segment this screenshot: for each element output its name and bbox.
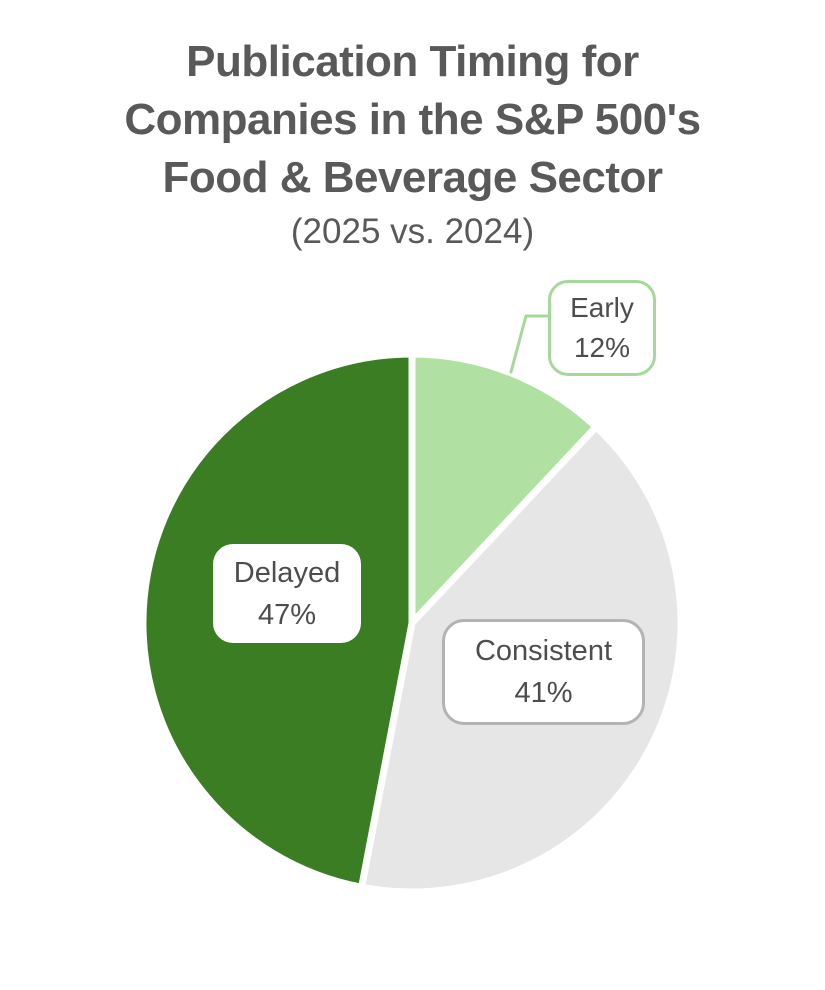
page-title-line-2: Companies in the S&P 500's	[124, 95, 701, 144]
early-label-text: Early	[570, 292, 634, 323]
page-title-line-1: Publication Timing for	[186, 37, 639, 86]
chart-subtitle: (2025 vs. 2024)	[290, 212, 535, 251]
consistent-label-text: Consistent	[474, 635, 612, 667]
early-callout: Early 12%	[548, 280, 656, 376]
chart-title-block: Publication Timing for Companies in the …	[0, 33, 825, 257]
consistent-label: Consistent 41%	[442, 619, 645, 725]
early-value-text: 12%	[573, 332, 631, 363]
page-title-line-3: Food & Beverage Sector	[162, 153, 663, 202]
early-callout-leader	[509, 314, 550, 374]
delayed-label-text: Delayed	[233, 556, 341, 589]
delayed-value-text: 47%	[257, 598, 317, 631]
consistent-value-text: 41%	[514, 677, 573, 709]
delayed-label: Delayed 47%	[213, 544, 361, 643]
